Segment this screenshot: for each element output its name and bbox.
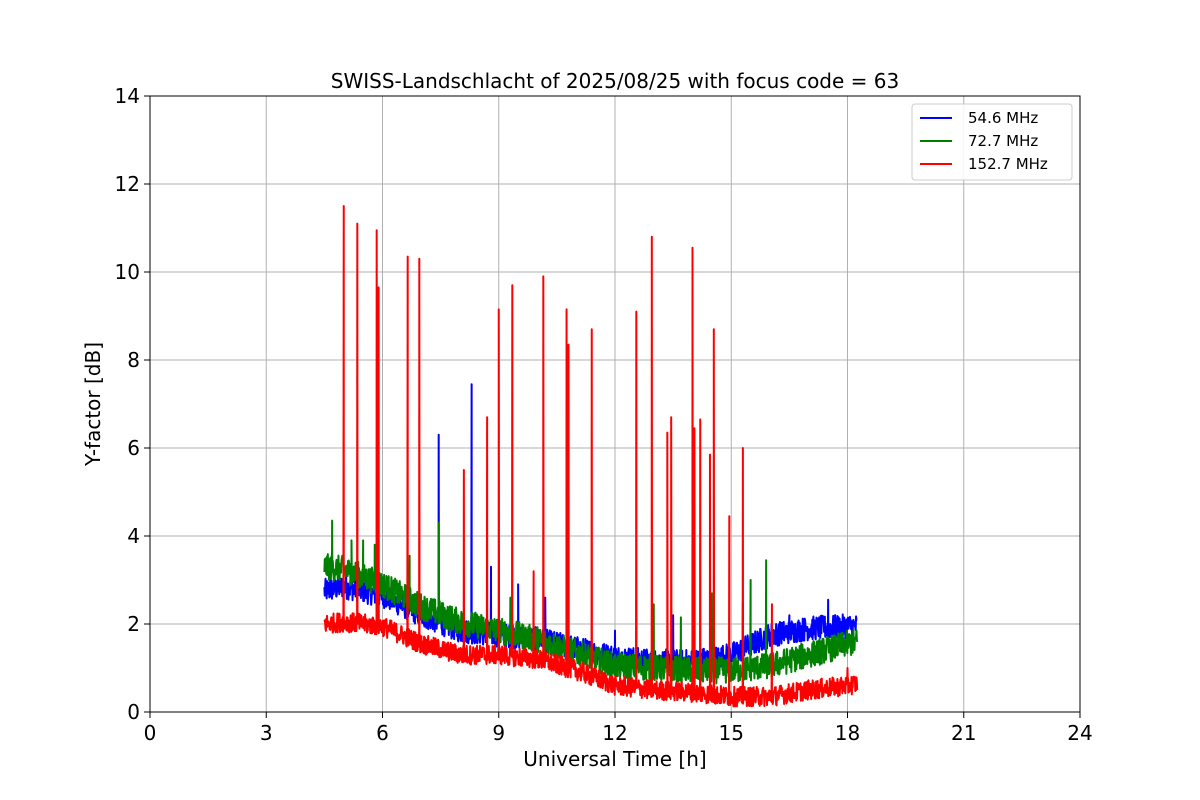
y-tick-label: 10 — [115, 260, 140, 284]
x-tick-label: 18 — [835, 721, 860, 745]
x-tick-label: 24 — [1067, 721, 1092, 745]
x-tick-label: 21 — [951, 721, 976, 745]
x-tick-label: 0 — [144, 721, 157, 745]
y-tick-label: 0 — [127, 700, 140, 724]
y-tick-label: 14 — [115, 84, 140, 108]
x-tick-label: 3 — [260, 721, 273, 745]
x-tick-label: 6 — [376, 721, 389, 745]
plot-series — [323, 205, 859, 708]
x-tick-label: 12 — [602, 721, 627, 745]
legend-label: 152.7 MHz — [968, 155, 1048, 173]
series-line-2 — [323, 205, 859, 708]
x-tick-label: 15 — [719, 721, 744, 745]
y-tick-label: 2 — [127, 612, 140, 636]
y-tick-label: 12 — [115, 172, 140, 196]
legend: 54.6 MHz 72.7 MHz 152.7 MHz — [911, 103, 1073, 181]
x-axis-label: Universal Time [h] — [523, 747, 706, 771]
y-tick-label: 8 — [127, 348, 140, 372]
y-tick-label: 6 — [127, 436, 140, 460]
x-tick-label: 9 — [492, 721, 505, 745]
legend-label: 54.6 MHz — [968, 109, 1038, 127]
y-tick-label: 4 — [127, 524, 140, 548]
y-axis-label: Y-factor [dB] — [81, 342, 105, 467]
chart-title: SWISS-Landschlacht of 2025/08/25 with fo… — [331, 69, 899, 93]
legend-box — [911, 103, 1073, 181]
legend-label: 72.7 MHz — [968, 132, 1038, 150]
